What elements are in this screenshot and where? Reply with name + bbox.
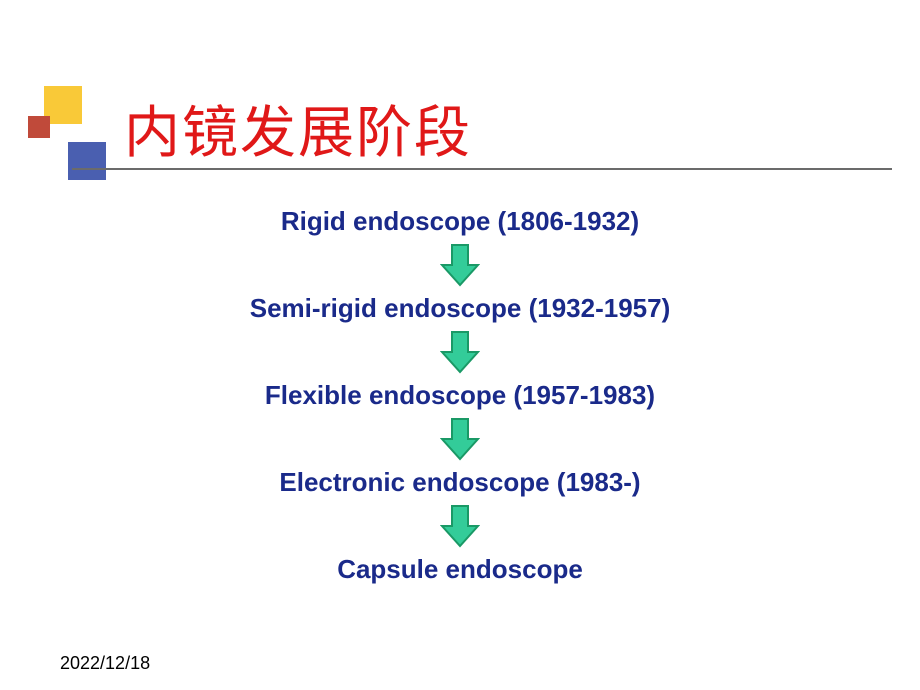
- slide-title: 内镜发展阶段: [124, 88, 472, 169]
- stage-flexible: Flexible endoscope (1957-1983): [265, 380, 655, 411]
- stage-semi-rigid: Semi-rigid endoscope (1932-1957): [250, 293, 670, 324]
- arrow-down-icon: [440, 504, 480, 548]
- arrow-down-icon: [440, 243, 480, 287]
- arrow-down-icon: [440, 417, 480, 461]
- arrow-down-icon: [440, 330, 480, 374]
- flowchart: Rigid endoscope (1806-1932) Semi-rigid e…: [0, 206, 920, 589]
- stage-rigid: Rigid endoscope (1806-1932): [281, 206, 639, 237]
- square-blue: [68, 142, 106, 180]
- stage-capsule: Capsule endoscope: [337, 554, 583, 585]
- square-red: [28, 116, 50, 138]
- slide-date: 2022/12/18: [60, 653, 150, 674]
- stage-electronic: Electronic endoscope (1983-): [279, 467, 640, 498]
- corner-decoration: [28, 86, 108, 186]
